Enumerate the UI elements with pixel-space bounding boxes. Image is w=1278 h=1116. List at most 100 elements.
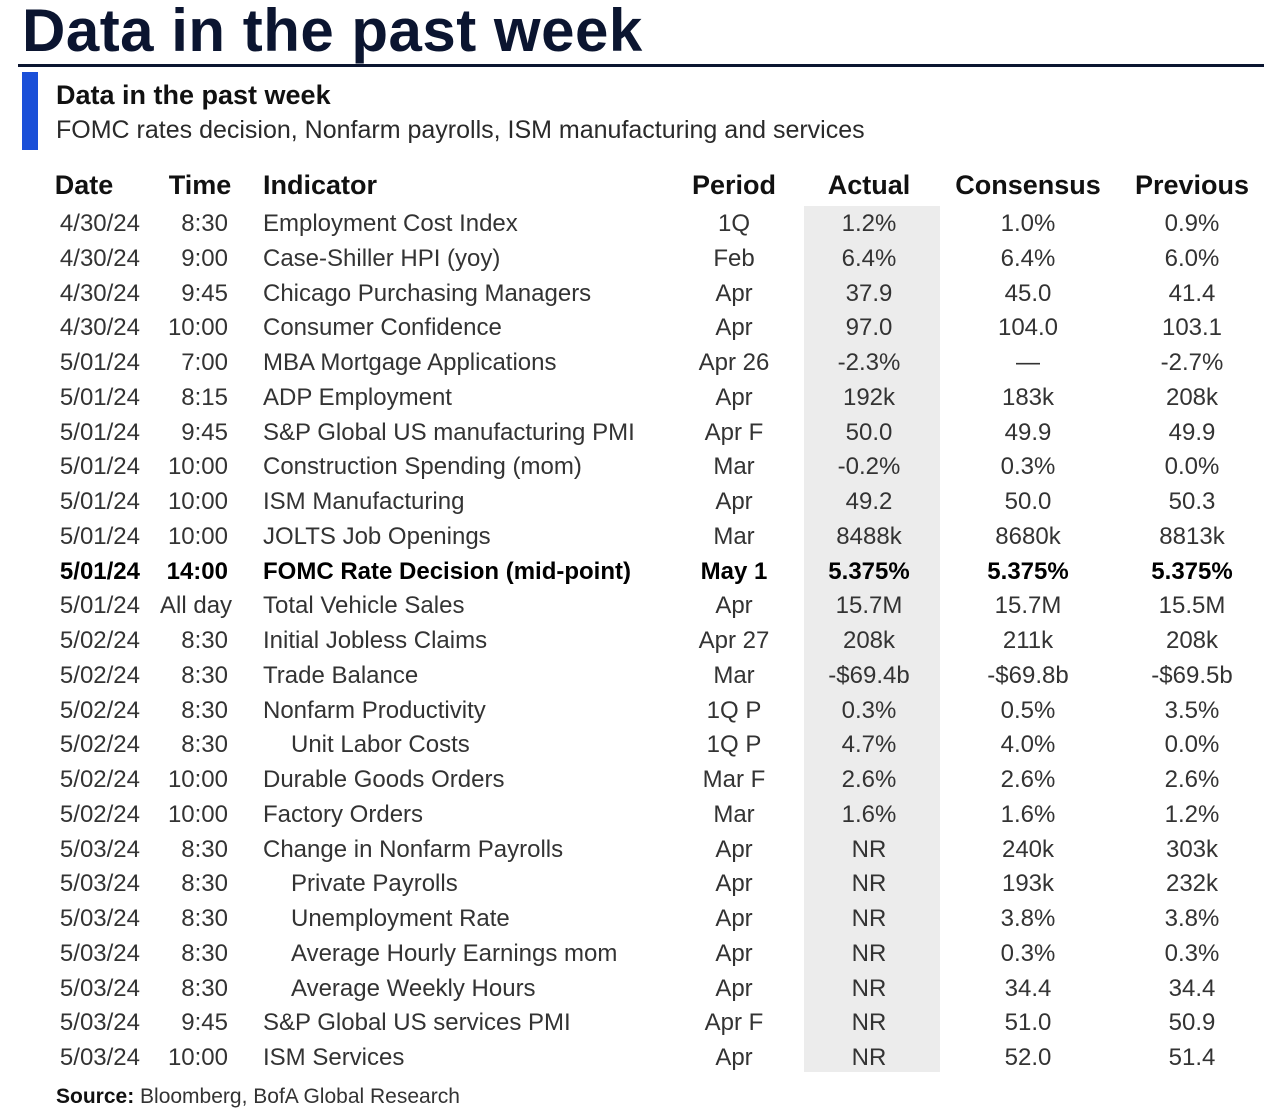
cell-actual: -0.2% <box>837 453 901 481</box>
cell-indicator: Construction Spending (mom) <box>263 453 582 481</box>
cell-previous: 51.4 <box>1168 1044 1216 1071</box>
header-previous: Previous <box>1134 170 1250 200</box>
cell-time: 10:00 <box>167 800 228 828</box>
cell-period: Feb <box>713 244 755 272</box>
cell-time: 8:30 <box>181 974 228 1002</box>
table-row: 5/02/24 8:30 Unit Labor Costs 1Q P 4.7% 4.0% 0… <box>0 728 1278 763</box>
cell-period: Apr 26 <box>698 349 770 376</box>
cell-consensus: 104.0 <box>997 314 1059 342</box>
header-indicator: Indicator <box>263 170 378 200</box>
cell-consensus: 8680k <box>995 522 1061 550</box>
cell-period: Mar <box>713 522 755 550</box>
cell-previous: 15.5M <box>1158 592 1226 620</box>
cell-consensus: 50.0 <box>1004 488 1052 515</box>
cell-period: May 1 <box>700 557 768 585</box>
cell-indicator: Average Weekly Hours <box>291 974 536 1002</box>
cell-date: 5/03/24 <box>59 870 140 898</box>
cell-indicator: Chicago Purchasing Managers <box>263 279 592 307</box>
cell-date: 5/01/24 <box>59 522 140 550</box>
table-row: 5/03/24 8:30 Private Payrolls Apr NR 193k 232k <box>0 867 1278 902</box>
cell-actual: 8488k <box>836 522 902 550</box>
cell-period: Apr <box>715 279 753 307</box>
table-row: 5/01/24 10:00 JOLTS Job Openings Mar 8488k 86… <box>0 520 1278 555</box>
cell-date: 5/01/24 <box>59 418 140 446</box>
table-row: 4/30/24 9:00 Case-Shiller HPI (yoy) Feb 6.4%… <box>0 242 1278 277</box>
cell-previous: 103.1 <box>1161 314 1223 342</box>
cell-indicator: Factory Orders <box>263 800 424 828</box>
cell-actual: NR <box>851 905 887 932</box>
cell-date: 5/03/24 <box>59 1009 140 1037</box>
cell-consensus: 1.6% <box>1000 800 1056 828</box>
cell-actual: 208k <box>842 627 896 654</box>
cell-indicator: S&P Global US manufacturing PMI <box>263 418 635 446</box>
cell-previous: 50.3 <box>1168 488 1216 515</box>
cell-indicator: Private Payrolls <box>291 870 458 898</box>
header-actual: Actual <box>827 170 911 200</box>
cell-actual: 49.2 <box>845 488 893 515</box>
cell-actual: 1.2% <box>841 210 897 237</box>
accent-bar <box>22 72 38 150</box>
cell-period: 1Q P <box>706 731 762 759</box>
source-text: Bloomberg, BofA Global Research <box>140 1085 460 1108</box>
cell-indicator: Trade Balance <box>263 661 419 689</box>
table-row: 5/03/24 8:30 Unemployment Rate Apr NR 3.8% 3.8… <box>0 902 1278 937</box>
cell-date: 5/03/24 <box>59 974 140 1002</box>
cell-time: 8:30 <box>181 835 228 863</box>
cell-period: Apr <box>715 314 753 342</box>
cell-date: 5/03/24 <box>59 835 140 863</box>
table-row: 5/01/24 7:00 MBA Mortgage Applications Apr … <box>0 346 1278 381</box>
table-row: 5/03/24 10:00 ISM Services Apr NR 52.0 51.4 <box>0 1041 1278 1076</box>
cell-period: Apr <box>715 383 753 411</box>
cell-consensus: 51.0 <box>1004 1009 1052 1037</box>
cell-indicator: Consumer Confidence <box>263 314 502 342</box>
cell-actual: NR <box>851 974 887 1002</box>
cell-indicator: Unit Labor Costs <box>291 731 470 759</box>
cell-indicator: ISM Services <box>263 1044 405 1071</box>
cell-time: 9:45 <box>181 418 228 446</box>
cell-consensus: 45.0 <box>1004 279 1052 307</box>
cell-date: 5/01/24 <box>59 383 140 411</box>
cell-time: 9:00 <box>181 244 228 272</box>
table-row: 4/30/24 10:00 Consumer Confidence Apr 97.0 10… <box>0 311 1278 346</box>
table-row: 5/01/24 9:45 S&P Global US manufacturing P… <box>0 416 1278 451</box>
cell-date: 5/01/24 <box>59 349 140 376</box>
cell-date: 5/02/24 <box>59 696 140 724</box>
cell-indicator: MBA Mortgage Applications <box>263 349 557 376</box>
cell-consensus: — <box>1016 349 1040 376</box>
table-row: 4/30/24 9:45 Chicago Purchasing Managers Ap… <box>0 277 1278 312</box>
cell-actual: -$69.4b <box>828 661 910 689</box>
cell-time: 8:30 <box>181 696 228 724</box>
cell-previous: 3.8% <box>1164 905 1220 932</box>
cell-date: 4/30/24 <box>59 210 140 237</box>
table-row: 5/02/24 10:00 Factory Orders Mar 1.6% 1.6% 1.2… <box>0 798 1278 833</box>
table-row: 4/30/24 8:30 Employment Cost Index 1Q 1.2% 1.… <box>0 207 1278 242</box>
cell-indicator: Total Vehicle Sales <box>263 592 465 620</box>
cell-previous: 0.0% <box>1164 453 1220 481</box>
cell-period: Apr <box>715 1044 753 1071</box>
cell-previous: 0.0% <box>1164 731 1220 759</box>
header-period: Period <box>691 170 777 200</box>
cell-indicator: Initial Jobless Claims <box>263 627 488 654</box>
cell-previous: 34.4 <box>1168 974 1216 1002</box>
cell-time: All day <box>160 592 233 620</box>
cell-previous: 208k <box>1165 383 1219 411</box>
cell-time: 8:30 <box>181 661 228 689</box>
cell-indicator: ADP Employment <box>263 383 452 411</box>
table-row: 5/02/24 8:30 Nonfarm Productivity 1Q P 0.3% 0… <box>0 694 1278 729</box>
cell-date: 5/01/24 <box>59 488 140 515</box>
cell-period: Apr <box>715 592 753 620</box>
cell-date: 5/01/24 <box>59 557 140 585</box>
cell-time: 10:00 <box>167 314 228 342</box>
cell-consensus: 240k <box>1001 835 1055 863</box>
cell-time: 8:30 <box>181 870 228 898</box>
table-row: 5/01/24 14:00 FOMC Rate Decision (mid-poin… <box>0 555 1278 590</box>
cell-actual: 5.375% <box>828 557 910 585</box>
cell-period: Mar F <box>702 766 766 793</box>
cell-period: Apr F <box>704 1009 764 1037</box>
cell-period: Apr 27 <box>698 627 770 654</box>
cell-time: 10:00 <box>167 1044 228 1071</box>
cell-indicator: Average Hourly Earnings mom <box>291 939 618 967</box>
cell-consensus: 3.8% <box>1000 905 1056 932</box>
cell-indicator: Nonfarm Productivity <box>263 696 486 724</box>
cell-actual: 37.9 <box>845 279 893 307</box>
